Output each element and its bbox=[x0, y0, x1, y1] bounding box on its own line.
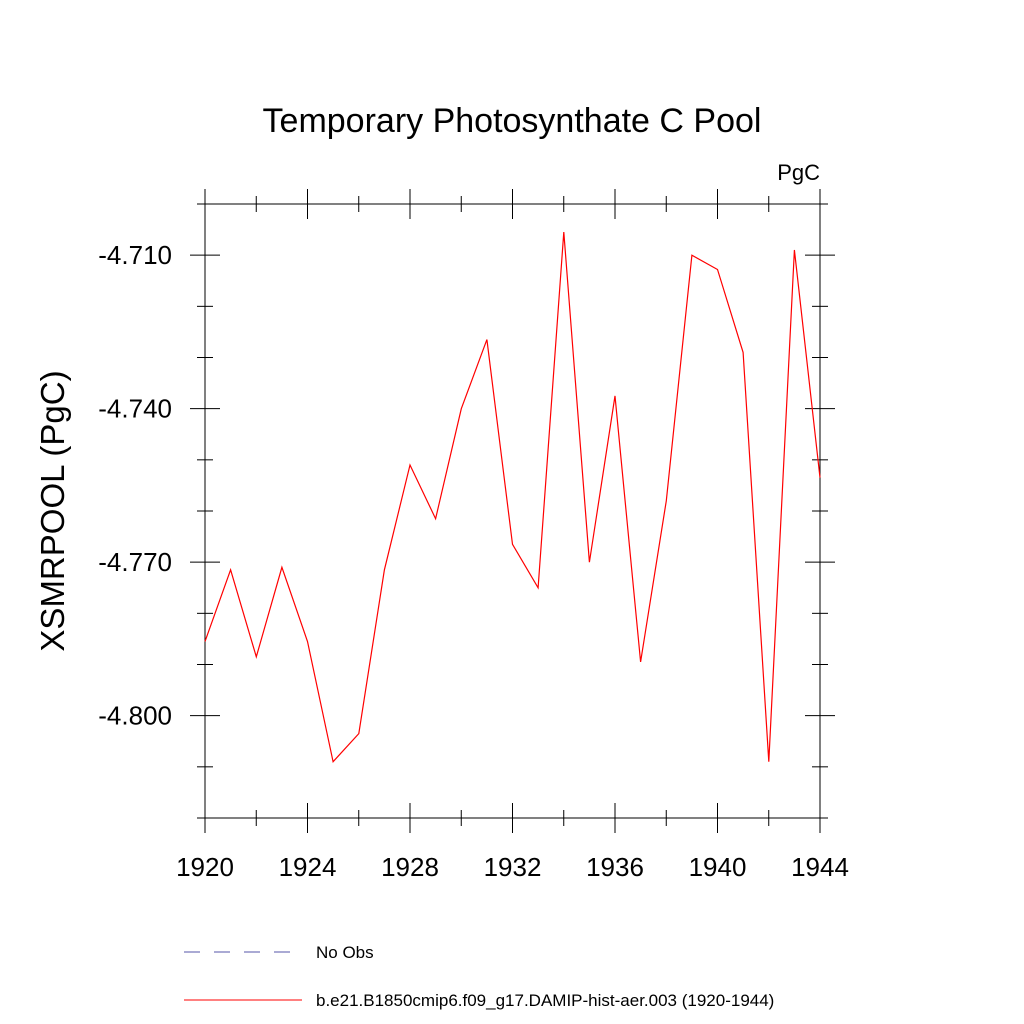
x-tick-label: 1940 bbox=[689, 852, 747, 882]
legend-label: b.e21.B1850cmip6.f09_g17.DAMIP-hist-aer.… bbox=[316, 991, 774, 1010]
x-tick-label: 1936 bbox=[586, 852, 644, 882]
legend: No Obs b.e21.B1850cmip6.f09_g17.DAMIP-his… bbox=[184, 943, 774, 1010]
chart-title: Temporary Photosynthate C Pool bbox=[263, 102, 762, 140]
plot-frame bbox=[204, 203, 821, 819]
x-tick-label: 1944 bbox=[791, 852, 849, 882]
x-tick-label: 1932 bbox=[484, 852, 542, 882]
y-tick-label: -4.770 bbox=[98, 547, 172, 577]
y-tick-label: -4.800 bbox=[98, 701, 172, 731]
legend-label: No Obs bbox=[316, 943, 374, 962]
series-line bbox=[204, 232, 821, 763]
y-tick-label: -4.710 bbox=[98, 240, 172, 270]
x-tick-label: 1920 bbox=[176, 852, 234, 882]
y-axis-label: XSMRPOOL (PgC) bbox=[34, 370, 71, 651]
x-tick-label: 1928 bbox=[381, 852, 439, 882]
y-tick-labels: -4.710 -4.740 -4.770 -4.800 bbox=[98, 240, 172, 731]
series-layer bbox=[204, 232, 821, 763]
axis-ticks bbox=[190, 189, 835, 833]
y-tick-label: -4.740 bbox=[98, 394, 172, 424]
x-tick-labels: 1920 1924 1928 1932 1936 1940 1944 bbox=[176, 852, 849, 882]
x-tick-label: 1924 bbox=[279, 852, 337, 882]
units-label: PgC bbox=[777, 160, 820, 185]
